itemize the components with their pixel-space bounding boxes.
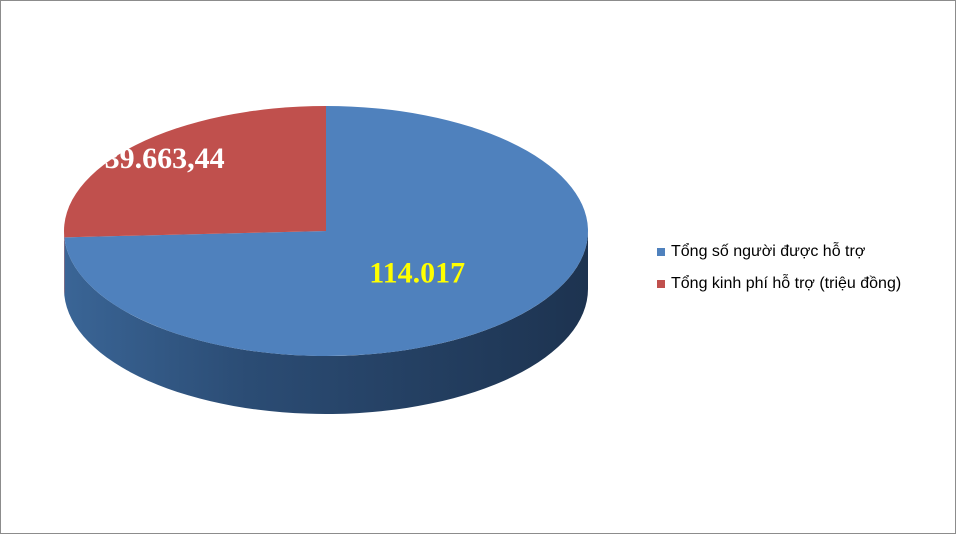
legend: Tổng số người được hỗ trợ Tổng kinh phí … — [657, 241, 901, 305]
legend-label-0: Tổng số người được hỗ trợ — [671, 242, 866, 260]
data-label-1: 39.663,44 — [105, 142, 225, 175]
legend-item-0: Tổng số người được hỗ trợ — [657, 241, 901, 262]
data-label-0: 114.017 — [369, 256, 465, 289]
legend-swatch-red — [657, 279, 665, 288]
pie-side-walls — [64, 231, 588, 414]
pie-top-faces — [64, 106, 588, 356]
pie-side-0 — [64, 231, 588, 414]
legend-item-1: Tổng kinh phí hỗ trợ (triệu đồng) — [657, 273, 901, 294]
legend-swatch-blue — [657, 247, 665, 256]
pie-data-labels: 114.017 39.663,44 — [105, 142, 466, 289]
pie-slice-0 — [64, 106, 588, 356]
legend-label-1: Tổng kinh phí hỗ trợ (triệu đồng) — [671, 274, 902, 292]
pie-slice-1 — [64, 106, 326, 238]
